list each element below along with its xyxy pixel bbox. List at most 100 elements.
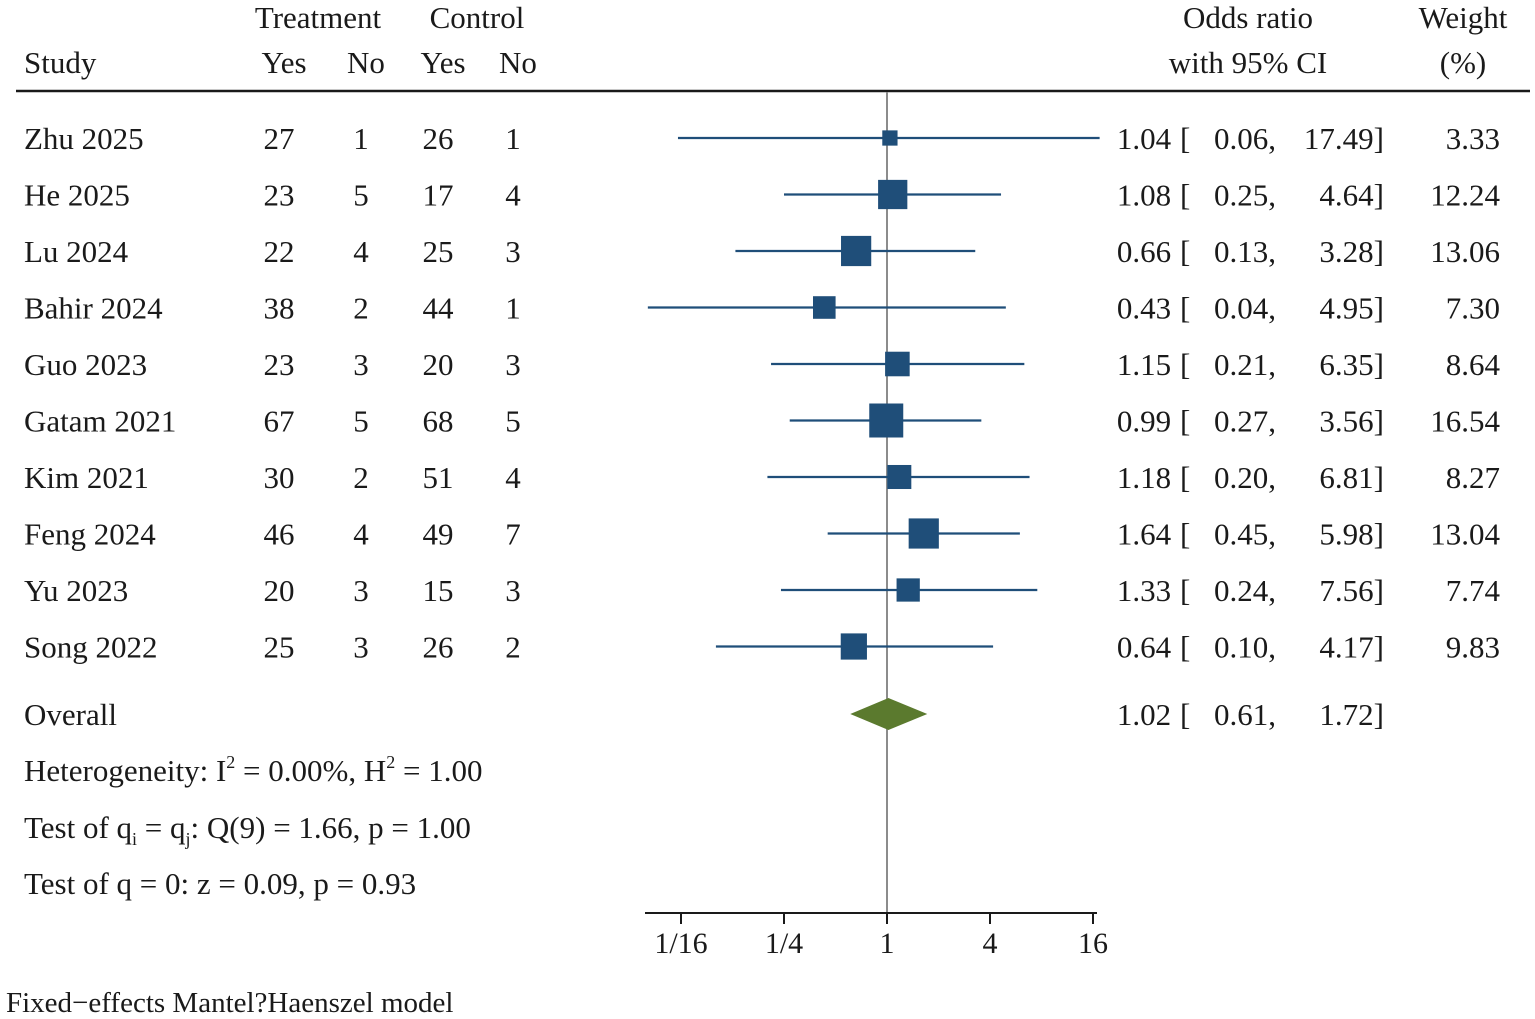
z-test-text: Test of q = 0: z = 0.09, p = 0.93	[24, 866, 416, 901]
control-yes-header: Yes	[420, 45, 465, 80]
weight-value: 12.24	[1430, 178, 1500, 213]
ci-open-bracket: [	[1180, 630, 1190, 665]
control-no-count: 4	[505, 178, 521, 213]
study-name: He 2025	[24, 178, 130, 213]
control-no-count: 1	[505, 121, 521, 156]
study-name: Guo 2023	[24, 347, 147, 382]
effect-marker	[878, 179, 908, 210]
control-yes-count: 15	[423, 573, 454, 608]
treatment-yes-count: 23	[264, 347, 295, 382]
treatment-yes-count: 23	[264, 178, 295, 213]
weight-value: 13.04	[1430, 517, 1500, 552]
header: Treatment Control Study Yes No Yes No Od…	[24, 0, 1508, 80]
weight-value: 9.83	[1446, 630, 1500, 665]
study-row: Kim 2021 30 2 51 4 1.18 [0.20, 6.81] 8.27	[24, 460, 1500, 495]
model-footnote: Fixed−effects Mantel?Haenszel model	[6, 987, 453, 1019]
q-test-text: Test of qi = qj: Q(9) = 1.66, p = 1.00	[24, 810, 471, 849]
ci-upper-value: 6.35]	[1319, 347, 1384, 382]
treatment-no-count: 4	[353, 234, 369, 269]
ci-open-bracket: [	[1180, 573, 1190, 608]
overall-ci-upper: 1.72]	[1319, 697, 1384, 732]
ci-upper-value: 6.81]	[1319, 460, 1384, 495]
study-row: Gatam 2021 67 5 68 5 0.99 [0.27, 3.56] 16.54	[24, 403, 1501, 439]
ci-open-bracket: [	[1180, 234, 1190, 269]
study-row: Feng 2024 46 4 49 7 1.64[0.45, 5.98] 13.04	[24, 517, 1501, 552]
weight-value: 16.54	[1430, 404, 1500, 439]
ci-lower-value: 0.13,	[1214, 234, 1276, 269]
x-tick-label: 4	[983, 927, 998, 960]
study-row: Lu 2024 22 4 25 3 0.66 [0.13, 3.28] 13.06	[24, 234, 1500, 269]
overall-row: Overall 1.02 [0.61, 1.72]	[24, 697, 1384, 732]
treatment-no-count: 2	[353, 460, 369, 495]
treatment-yes-header: Yes	[261, 45, 306, 80]
weight-unit-header: (%)	[1440, 45, 1486, 80]
control-yes-count: 26	[423, 121, 454, 156]
ci-upper-value: 4.95]	[1319, 291, 1384, 326]
study-name: Zhu 2025	[24, 121, 144, 156]
treatment-no-count: 3	[353, 573, 369, 608]
treatment-yes-count: 46	[264, 517, 295, 552]
ci-lower-value: 0.21,	[1214, 347, 1276, 382]
control-no-count: 7	[505, 517, 521, 552]
weight-value: 7.74	[1446, 573, 1501, 608]
control-yes-count: 20	[423, 347, 454, 382]
odds-ratio-value: 1.15	[1117, 347, 1171, 382]
effect-marker	[841, 235, 872, 267]
treatment-no-count: 5	[353, 178, 369, 213]
x-tick-label: 1/16	[654, 927, 707, 960]
weight-value: 3.33	[1446, 121, 1500, 156]
x-axis: 1/16 1/4 1 4 16	[645, 912, 1108, 960]
ci-upper-value: 5.98]	[1319, 517, 1384, 552]
odds-ratio-value: 0.43	[1117, 291, 1171, 326]
study-name: Song 2022	[24, 630, 158, 665]
ci-open-bracket: [	[1180, 121, 1190, 156]
treatment-header: Treatment	[255, 0, 382, 35]
x-tick-label: 16	[1078, 927, 1108, 960]
overall-ci-lower: 0.61,	[1214, 697, 1276, 732]
control-yes-count: 25	[423, 234, 454, 269]
treatment-no-count: 3	[353, 347, 369, 382]
odds-ratio-value: 1.33	[1117, 573, 1171, 608]
effect-marker	[896, 578, 920, 602]
control-no-count: 1	[505, 291, 521, 326]
heterogeneity-text: Heterogeneity: I2 = 0.00%, H2 = 1.00	[24, 752, 482, 788]
control-header: Control	[430, 0, 525, 35]
ci-lower-value: 0.27,	[1214, 404, 1276, 439]
control-no-count: 3	[505, 347, 521, 382]
ci-upper-value: 3.28]	[1319, 234, 1384, 269]
study-row: Song 2022 25 3 26 2 0.64[0.10, 4.17] 9.83	[24, 630, 1500, 665]
study-row: Guo 2023 23 3 20 3 1.15 [0.21, 6.35] 8.64	[24, 347, 1501, 382]
control-yes-count: 44	[423, 291, 455, 326]
odds-ratio-value: 1.18	[1117, 460, 1171, 495]
ci-open-bracket: [	[1180, 347, 1190, 382]
control-yes-count: 17	[423, 178, 454, 213]
control-yes-count: 51	[423, 460, 454, 495]
ci-open-bracket: [	[1180, 517, 1190, 552]
odds-ratio-value: 0.66	[1117, 234, 1171, 269]
ci-lower-value: 0.20,	[1214, 460, 1276, 495]
ci-lower-value: 0.04,	[1214, 291, 1276, 326]
control-no-count: 3	[505, 234, 521, 269]
treatment-yes-count: 30	[264, 460, 295, 495]
study-name: Lu 2024	[24, 234, 129, 269]
study-name: Gatam 2021	[24, 404, 176, 439]
ci-lower-value: 0.24,	[1214, 573, 1276, 608]
odds-ratio-value: 1.64	[1117, 517, 1172, 552]
ci-header: with 95% CI	[1169, 45, 1327, 80]
treatment-yes-count: 27	[264, 121, 295, 156]
odds-ratio-value: 1.04	[1117, 121, 1172, 156]
treatment-no-count: 5	[353, 404, 369, 439]
study-header: Study	[24, 45, 97, 80]
study-name: Yu 2023	[24, 573, 128, 608]
control-yes-count: 26	[423, 630, 454, 665]
ci-open-bracket: [	[1180, 178, 1190, 213]
effect-marker	[885, 351, 910, 377]
study-name: Feng 2024	[24, 517, 156, 552]
overall-label: Overall	[24, 697, 117, 732]
study-name: Kim 2021	[24, 460, 149, 495]
ci-open-bracket: [	[1180, 291, 1190, 326]
x-tick-label: 1	[880, 927, 895, 960]
treatment-yes-count: 25	[264, 630, 295, 665]
